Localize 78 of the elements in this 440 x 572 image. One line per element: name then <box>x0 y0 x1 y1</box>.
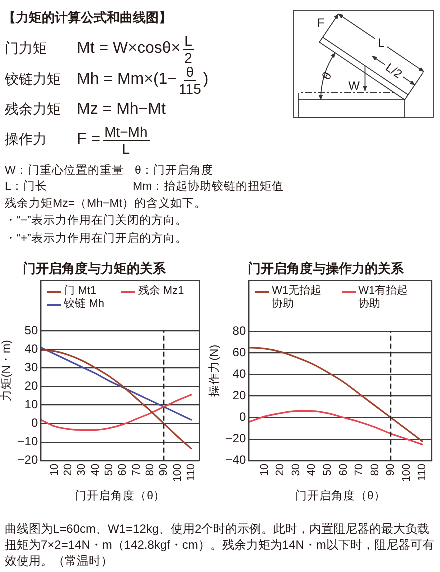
x-axis-title: 门开启角度（θ） <box>295 488 386 502</box>
text: 铰链力矩 <box>5 71 62 89</box>
line-series <box>41 350 192 450</box>
x-tick-label: 50 <box>103 464 116 476</box>
text: Mt−Mh <box>102 124 150 140</box>
legend-label: W1无抬起协助 <box>272 285 323 311</box>
legend-label: 残余 Mz1 <box>138 285 184 298</box>
x-tick-label: 100 <box>400 464 413 482</box>
y-tick-label: −10 <box>18 434 38 449</box>
text: ・“+”表示力作用在门开启的方向。 <box>5 232 188 246</box>
line-series <box>249 346 424 442</box>
text: Mt = W×cosθ× <box>77 40 181 58</box>
y-tick-label: 20 <box>24 378 38 393</box>
x-tick-label: 30 <box>76 464 88 476</box>
x-tick-label: 60 <box>117 464 130 476</box>
text: W：门重心位置的重量 <box>5 164 124 178</box>
text: ・“−”表示力作用在门关闭的方向。 <box>5 214 188 228</box>
y-tick-label: 20 <box>232 388 246 403</box>
x-tick-label: 110 <box>416 464 429 482</box>
x-tick-label: 60 <box>338 464 350 476</box>
chart-title: 门开启角度与操作力的关系 <box>248 261 404 276</box>
x-tick-label: 20 <box>62 464 74 476</box>
x-tick-label: 80 <box>144 464 156 476</box>
y-tick-label: 0 <box>31 416 38 430</box>
text: θ <box>184 64 196 80</box>
line-series <box>249 410 424 446</box>
x-tick-label: 90 <box>385 464 398 476</box>
x-tick-label: 90 <box>158 464 170 476</box>
y-axis-title: 操作力(N) <box>208 344 222 397</box>
x-tick-label: 70 <box>130 464 143 476</box>
y-tick-label: 30 <box>24 360 38 374</box>
x-tick-label: 10 <box>258 464 271 476</box>
y-tick-label: 10 <box>24 398 38 412</box>
x-tick-label: 100 <box>172 464 184 482</box>
door-diagram: F L L/2 θ W <box>293 10 435 119</box>
x-tick-label: 10 <box>48 464 61 476</box>
y-tick-label: 50 <box>24 323 38 338</box>
y-tick-label: −20 <box>226 432 246 446</box>
text: F = <box>77 131 101 149</box>
y-tick-label: −20 <box>18 453 38 468</box>
text: 残余力矩Mz=（Mh−Mt）的含义如下。 <box>5 197 207 211</box>
text: Mh = Mm×(1− <box>77 71 178 89</box>
y-tick-label: 0 <box>239 410 246 424</box>
line-series <box>41 394 192 432</box>
y-axis-title: 力矩(N・m) <box>0 340 14 402</box>
y-tick-label: 40 <box>24 342 38 356</box>
text: 门力矩 <box>5 40 48 58</box>
x-tick-label: 20 <box>274 464 287 476</box>
x-tick-label: 70 <box>354 464 366 476</box>
text: Mm：抬起协助铰链的扭矩值 <box>133 180 284 194</box>
x-tick-label: 40 <box>90 464 102 476</box>
text: 曲线图为L=60cm、W1=12kg、使用2个时的示例。此时，内置阻尼器的最大负载扭矩为7×2=14N・m（142.8kgf・cm）。残余力矩为14N・m以下时，阻尼器可有效使用。（常温时） <box>5 521 436 569</box>
text: L <box>182 32 194 50</box>
x-axis-title: 门开启角度（θ） <box>75 488 166 502</box>
text: θ：门开启角度 <box>135 164 214 178</box>
legend-label: 门 Mt1 <box>64 285 97 298</box>
x-tick-label: 40 <box>306 464 318 476</box>
y-tick-label: 80 <box>232 324 246 338</box>
x-tick-label: 30 <box>290 464 302 476</box>
y-tick-label: −40 <box>226 453 246 468</box>
y-tick-label: 40 <box>232 367 246 382</box>
legend-label: W1有抬起协助 <box>358 285 410 311</box>
text: 残余力矩 <box>5 101 62 119</box>
text: Mz = Mh−Mt <box>77 101 166 119</box>
text: 操作力 <box>5 131 48 149</box>
text: 2 <box>184 50 192 66</box>
x-tick-label: 110 <box>185 464 198 482</box>
line-series <box>41 346 192 421</box>
text: L <box>122 140 130 156</box>
text: 115 <box>179 80 202 96</box>
legend-label: 铰链 Mh <box>64 298 104 311</box>
text: L：门长 <box>5 180 48 194</box>
x-tick-label: 80 <box>369 464 382 476</box>
text: 【力矩的计算公式和曲线图】 <box>3 9 172 27</box>
x-tick-label: 50 <box>322 464 334 476</box>
chart-title: 门开启角度与力矩的关系 <box>23 261 166 276</box>
text: ) <box>203 71 209 89</box>
y-tick-label: 60 <box>232 345 246 360</box>
